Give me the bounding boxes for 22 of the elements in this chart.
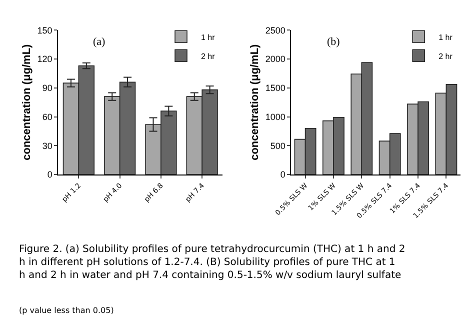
annotation: (b) — [327, 36, 340, 48]
legend-label: 1 hr — [438, 32, 453, 42]
y-axis-title: concentration (μg/mL) — [20, 44, 33, 160]
y-tick-label: 0 — [47, 170, 52, 180]
y-axis-title: concentration (μg/mL) — [249, 44, 262, 160]
y-tick-label: 120 — [37, 54, 52, 64]
y-tick-label: 500 — [270, 140, 286, 151]
y-tick-label: 2000 — [265, 54, 286, 64]
text: (p value less than 0.05) — [19, 306, 114, 315]
y-tick-label: 1500 — [265, 83, 286, 94]
y-tick-label: 2500 — [265, 25, 286, 36]
annotation: (a) — [93, 36, 106, 48]
y-tick-label: 0 — [280, 170, 286, 180]
legend-label: 2 hr — [438, 52, 453, 61]
y-tick-label: 150 — [37, 25, 52, 36]
caption: Figure 2. (a) Solubility profiles of pure tetrahydrocurcumin (THC) at 1 h and 2 h in different pH solutions of 1.2-7.4. (B) Solubility profiles of pure THC at 1 h and 2 h in water and pH 7.4 containing 0.5-1.5% w/v sodium lauryl sulfate — [19, 244, 406, 281]
y-tick-label: 60 — [42, 112, 52, 122]
y-tick-label: 1000 — [265, 112, 286, 122]
legend-label: 1 hr — [201, 32, 216, 42]
legend-label: 2 hr — [201, 52, 216, 61]
y-tick-label: 90 — [42, 83, 52, 94]
y-tick-label: 30 — [42, 140, 52, 151]
